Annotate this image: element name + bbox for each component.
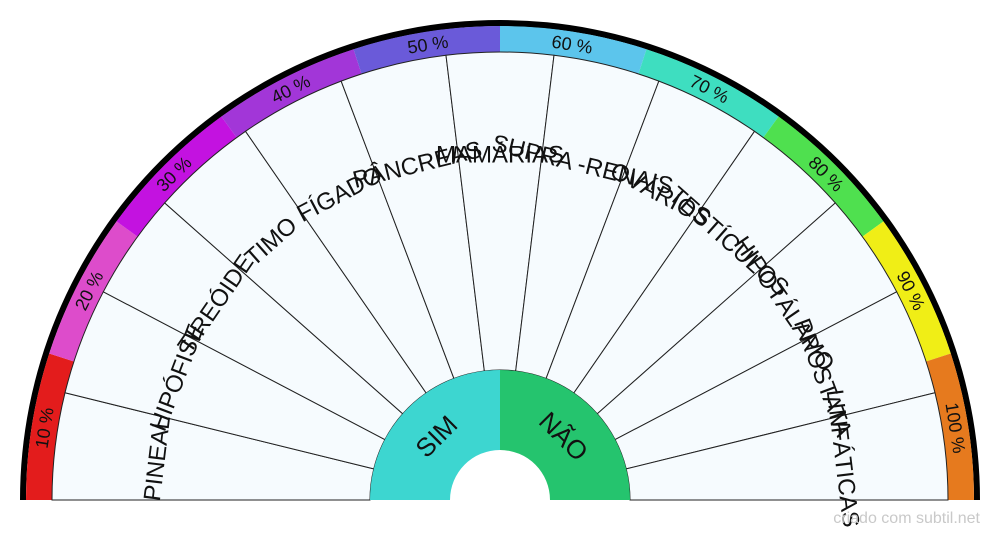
center-yes-no: SIM NÃO: [370, 370, 630, 500]
percent-band: [500, 26, 647, 74]
yes-sector: [370, 370, 500, 500]
percent-ring: 10 %20 %30 %40 %50 % 60 %70 %80 %90 %100 …: [26, 26, 974, 500]
percent-band: [763, 116, 884, 237]
percent-band: [221, 49, 362, 138]
gland-label: MAMÁRIAS: [436, 142, 564, 169]
percent-band: [116, 116, 237, 237]
percent-band: [49, 221, 138, 362]
percent-band: [353, 26, 500, 74]
gland-sectors: PINEALHIPÓFISETIREÓIDETIMOFÍGADOPÂNCREAS…: [51, 51, 949, 529]
no-sector: [500, 370, 630, 500]
percent-band: [26, 353, 74, 500]
credit-text: criado com subtil.net: [833, 510, 980, 527]
percent-band: [926, 353, 974, 500]
percent-band: [862, 221, 951, 362]
percent-band: [638, 49, 779, 138]
